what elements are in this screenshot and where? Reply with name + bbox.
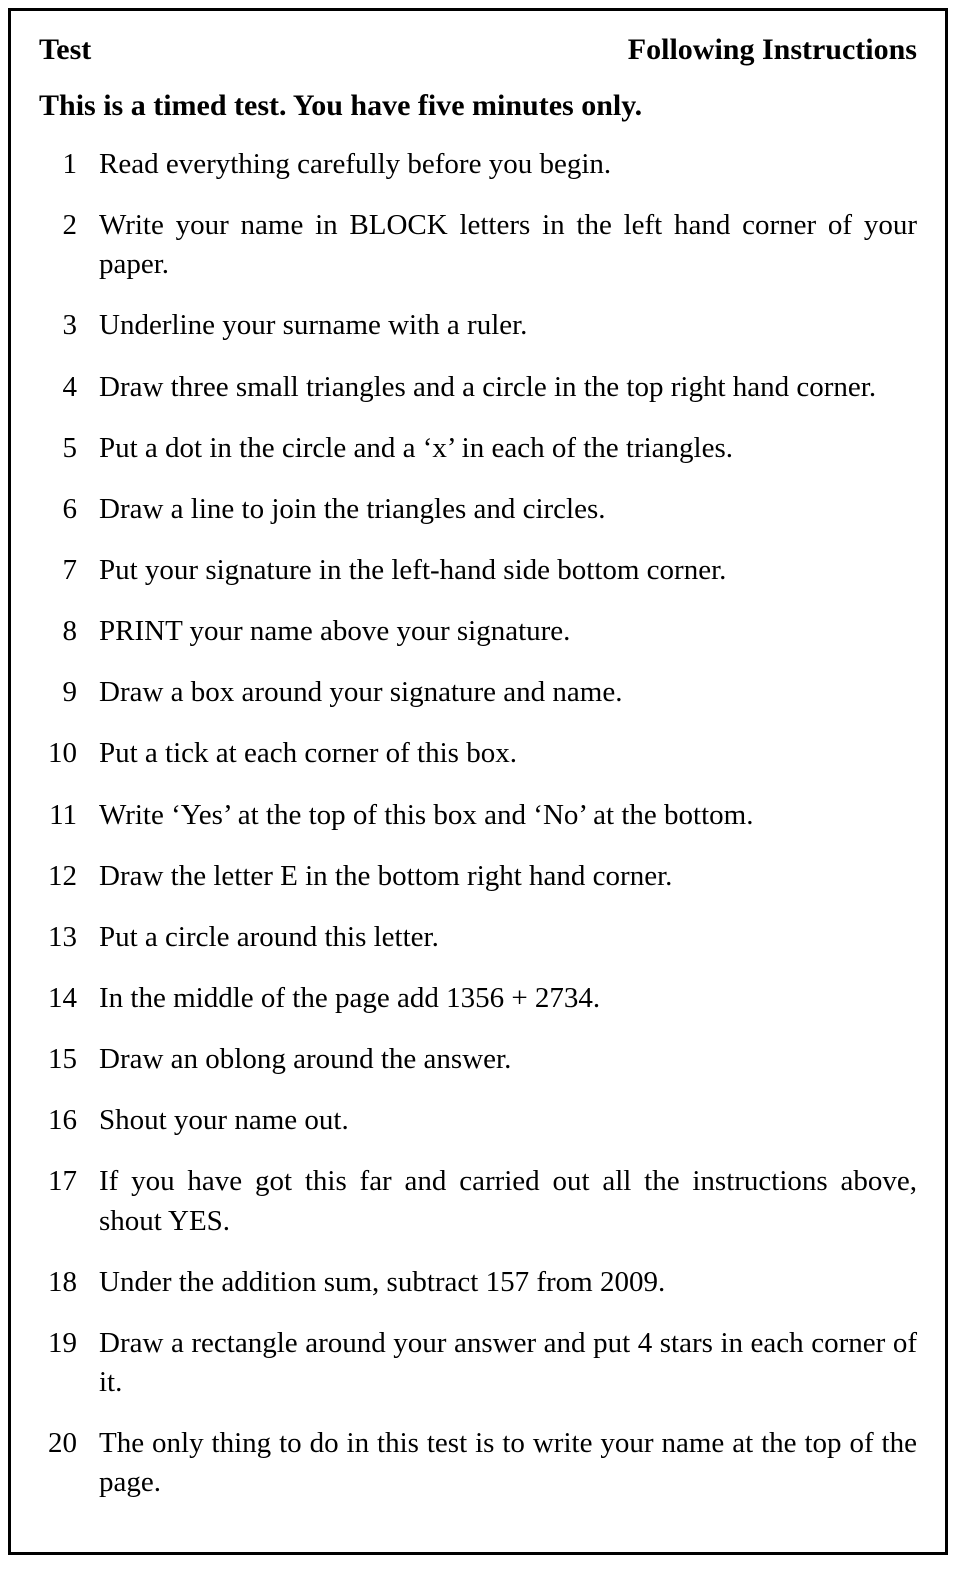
instruction-item: 3Underline your surname with a ruler. <box>39 306 917 345</box>
item-number: 17 <box>39 1162 99 1240</box>
instruction-item: 4Draw three small triangles and a circle… <box>39 368 917 407</box>
item-number: 2 <box>39 206 99 284</box>
instruction-item: 17If you have got this far and carried o… <box>39 1162 917 1240</box>
item-number: 15 <box>39 1040 99 1079</box>
item-number: 8 <box>39 612 99 651</box>
item-text: Draw a rectangle around your answer and … <box>99 1324 917 1402</box>
instruction-item: 14In the middle of the page add 1356 + 2… <box>39 979 917 1018</box>
item-number: 5 <box>39 429 99 468</box>
item-text: In the middle of the page add 1356 + 273… <box>99 979 917 1018</box>
page-frame: Test Following Instructions This is a ti… <box>8 8 948 1555</box>
instruction-item: 2Write your name in BLOCK letters in the… <box>39 206 917 284</box>
header-right-title: Following Instructions <box>628 33 917 67</box>
instruction-item: 7Put your signature in the left-hand sid… <box>39 551 917 590</box>
header-left-title: Test <box>39 33 91 67</box>
instruction-item: 6Draw a line to join the triangles and c… <box>39 490 917 529</box>
item-text: Draw a box around your signature and nam… <box>99 673 917 712</box>
item-text: Write ‘Yes’ at the top of this box and ‘… <box>99 796 917 835</box>
item-text: Under the addition sum, subtract 157 fro… <box>99 1263 917 1302</box>
item-text: Read everything carefully before you beg… <box>99 145 917 184</box>
item-number: 20 <box>39 1424 99 1502</box>
item-number: 3 <box>39 306 99 345</box>
item-text: Shout your name out. <box>99 1101 917 1140</box>
item-text: Put your signature in the left-hand side… <box>99 551 917 590</box>
item-number: 19 <box>39 1324 99 1402</box>
instruction-item: 1Read everything carefully before you be… <box>39 145 917 184</box>
item-number: 7 <box>39 551 99 590</box>
item-number: 13 <box>39 918 99 957</box>
instruction-item: 5Put a dot in the circle and a ‘x’ in ea… <box>39 429 917 468</box>
item-number: 4 <box>39 368 99 407</box>
item-text: Underline your surname with a ruler. <box>99 306 917 345</box>
item-text: Put a dot in the circle and a ‘x’ in eac… <box>99 429 917 468</box>
instructions-list: 1Read everything carefully before you be… <box>39 145 917 1502</box>
instruction-item: 19Draw a rectangle around your answer an… <box>39 1324 917 1402</box>
item-text: Put a tick at each corner of this box. <box>99 734 917 773</box>
item-number: 6 <box>39 490 99 529</box>
item-text: Draw an oblong around the answer. <box>99 1040 917 1079</box>
instruction-item: 10Put a tick at each corner of this box. <box>39 734 917 773</box>
item-number: 9 <box>39 673 99 712</box>
header-row: Test Following Instructions <box>39 33 917 67</box>
item-text: PRINT your name above your signature. <box>99 612 917 651</box>
instruction-item: 11Write ‘Yes’ at the top of this box and… <box>39 796 917 835</box>
subtitle: This is a timed test. You have five minu… <box>39 89 917 123</box>
item-number: 16 <box>39 1101 99 1140</box>
item-number: 12 <box>39 857 99 896</box>
instruction-item: 18Under the addition sum, subtract 157 f… <box>39 1263 917 1302</box>
instruction-item: 20The only thing to do in this test is t… <box>39 1424 917 1502</box>
item-text: If you have got this far and carried out… <box>99 1162 917 1240</box>
item-text: Draw a line to join the triangles and ci… <box>99 490 917 529</box>
item-text: Put a circle around this letter. <box>99 918 917 957</box>
instruction-item: 15Draw an oblong around the answer. <box>39 1040 917 1079</box>
instruction-item: 12Draw the letter E in the bottom right … <box>39 857 917 896</box>
item-text: Write your name in BLOCK letters in the … <box>99 206 917 284</box>
instruction-item: 13Put a circle around this letter. <box>39 918 917 957</box>
item-number: 18 <box>39 1263 99 1302</box>
item-text: Draw the letter E in the bottom right ha… <box>99 857 917 896</box>
instruction-item: 8PRINT your name above your signature. <box>39 612 917 651</box>
item-number: 11 <box>39 796 99 835</box>
instruction-item: 16Shout your name out. <box>39 1101 917 1140</box>
item-number: 1 <box>39 145 99 184</box>
instruction-item: 9Draw a box around your signature and na… <box>39 673 917 712</box>
item-number: 10 <box>39 734 99 773</box>
item-text: The only thing to do in this test is to … <box>99 1424 917 1502</box>
item-number: 14 <box>39 979 99 1018</box>
item-text: Draw three small triangles and a circle … <box>99 368 917 407</box>
